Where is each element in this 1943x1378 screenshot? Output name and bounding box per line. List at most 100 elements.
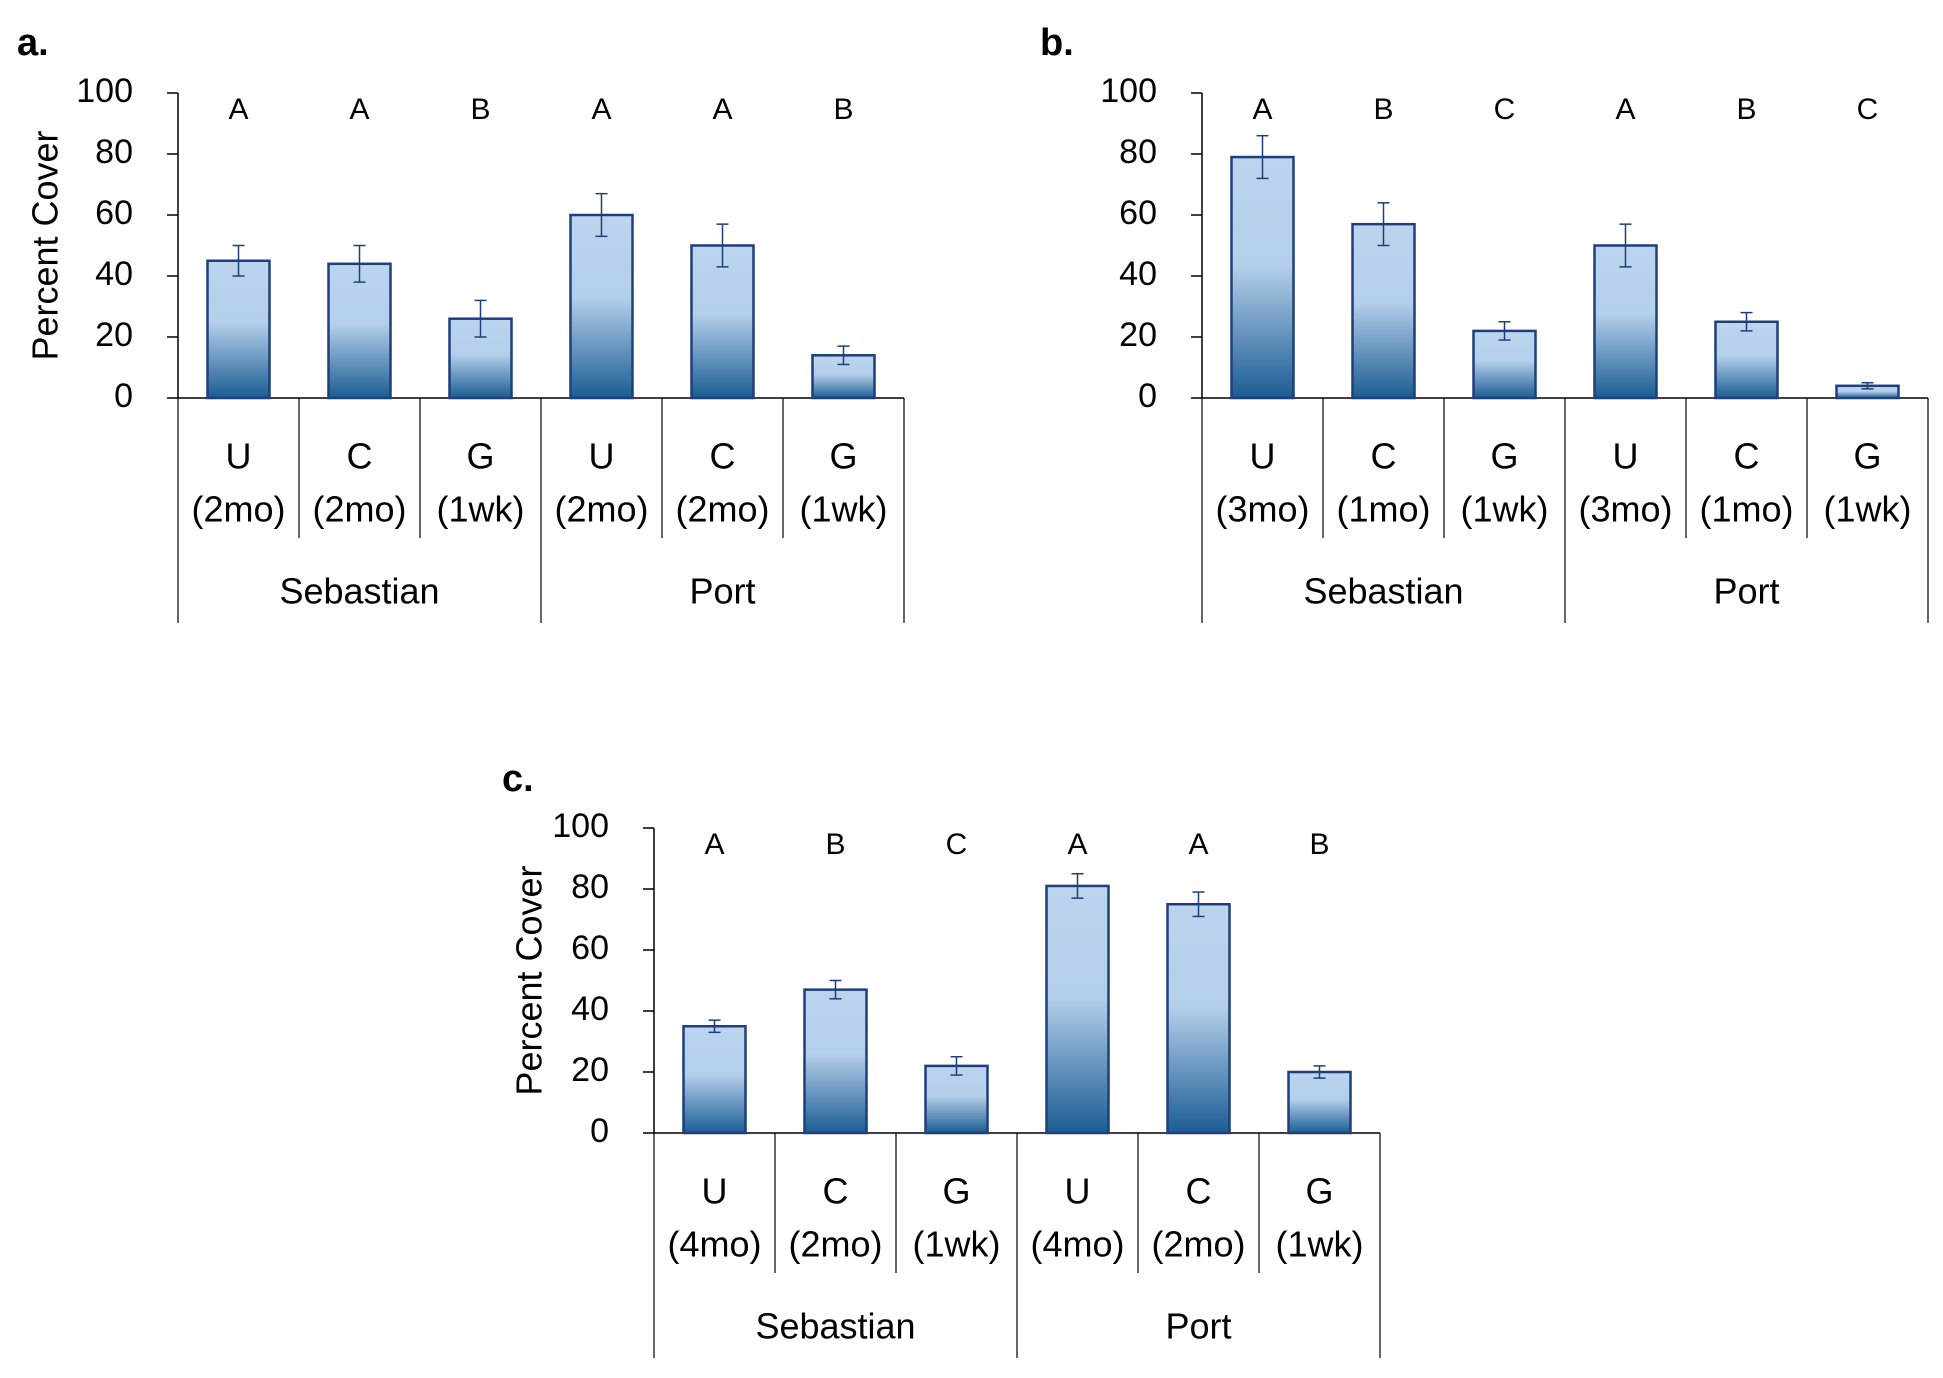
category-duration-label: (1wk)	[1276, 1224, 1364, 1265]
y-tick-label: 20	[1119, 316, 1157, 354]
y-tick-label: 80	[95, 133, 133, 171]
significance-letter: C	[946, 828, 968, 861]
bar	[924, 1064, 989, 1135]
y-tick-label: 60	[571, 929, 609, 967]
y-tick-label: 100	[552, 807, 609, 845]
y-tick-label: 100	[76, 72, 133, 110]
y-tick-label: 20	[95, 316, 133, 354]
category-duration-label: (2mo)	[554, 489, 648, 530]
category-treatment-label: U	[226, 436, 252, 477]
bar	[1287, 1070, 1352, 1135]
category-treatment-label: G	[466, 436, 494, 477]
category-treatment-label: C	[823, 1171, 849, 1212]
group-label: Port	[1165, 1306, 1231, 1347]
category-treatment-label: U	[702, 1171, 728, 1212]
category-treatment-label: C	[1734, 436, 1760, 477]
y-tick-label: 60	[1119, 194, 1157, 232]
category-duration-label: (2mo)	[191, 489, 285, 530]
bar	[682, 1025, 747, 1135]
bar	[327, 262, 392, 400]
significance-letter: A	[591, 93, 611, 126]
category-treatment-label: U	[1613, 436, 1639, 477]
chart-panel-c: c. Percent Cover 0 20 40 60 80 100 A U (4mo) B C (2mo…	[502, 758, 1381, 1358]
bar	[1230, 155, 1295, 400]
y-tick-label: 60	[95, 194, 133, 232]
category-duration-label: (3mo)	[1215, 489, 1309, 530]
significance-letter: B	[833, 93, 853, 126]
y-tick-label: 0	[1138, 377, 1157, 415]
group-label: Sebastian	[1303, 571, 1463, 612]
group-label: Sebastian	[279, 571, 439, 612]
category-duration-label: (4mo)	[1030, 1224, 1124, 1265]
significance-letter: B	[470, 93, 490, 126]
significance-letter: A	[1067, 828, 1087, 861]
significance-letter: A	[1252, 93, 1272, 126]
category-treatment-label: G	[1853, 436, 1881, 477]
y-axis-label: Percent Cover	[25, 130, 66, 360]
bar	[803, 988, 868, 1135]
category-duration-label: (1mo)	[1336, 489, 1430, 530]
group-label: Port	[689, 571, 755, 612]
category-duration-label: (4mo)	[667, 1224, 761, 1265]
category-treatment-label: C	[1371, 436, 1397, 477]
y-tick-label: 40	[95, 255, 133, 293]
category-duration-label: (2mo)	[788, 1224, 882, 1265]
y-tick-label: 0	[114, 377, 133, 415]
category-duration-label: (2mo)	[675, 489, 769, 530]
category-duration-label: (1wk)	[1461, 489, 1549, 530]
category-duration-label: (1wk)	[1824, 489, 1912, 530]
group-label: Port	[1713, 571, 1779, 612]
significance-letter: B	[1373, 93, 1393, 126]
significance-letter: A	[712, 93, 732, 126]
category-treatment-label: U	[1065, 1171, 1091, 1212]
y-axis-label: Percent Cover	[509, 865, 550, 1095]
bar	[1045, 884, 1110, 1135]
bar	[1593, 244, 1658, 400]
y-tick-label: 100	[1100, 72, 1157, 110]
category-treatment-label: G	[1490, 436, 1518, 477]
significance-letter: A	[349, 93, 369, 126]
category-treatment-label: C	[347, 436, 373, 477]
category-duration-label: (2mo)	[312, 489, 406, 530]
category-duration-label: (1wk)	[913, 1224, 1001, 1265]
y-tick-label: 40	[1119, 255, 1157, 293]
y-tick-label: 20	[571, 1051, 609, 1089]
category-duration-label: (1wk)	[800, 489, 888, 530]
bar	[206, 259, 271, 400]
significance-letter: B	[1309, 828, 1329, 861]
category-treatment-label: G	[1305, 1171, 1333, 1212]
y-tick-label: 40	[571, 990, 609, 1028]
category-duration-label: (1mo)	[1699, 489, 1793, 530]
panel-letter: a.	[17, 22, 49, 64]
significance-letter: B	[1736, 93, 1756, 126]
significance-letter: B	[825, 828, 845, 861]
significance-letter: C	[1494, 93, 1516, 126]
panel-letter: c.	[502, 758, 534, 800]
y-tick-label: 80	[571, 868, 609, 906]
y-tick-label: 0	[590, 1112, 609, 1150]
significance-letter: A	[704, 828, 724, 861]
bar	[1166, 903, 1231, 1135]
category-treatment-label: C	[1186, 1171, 1212, 1212]
bar	[690, 244, 755, 400]
significance-letter: A	[228, 93, 248, 126]
bar	[1351, 222, 1416, 400]
chart-panel-b: b. 0 20 40 60 80 100 A U (3mo) B C (1mo) C G (1wk) A U (3m…	[1040, 22, 1929, 623]
category-treatment-label: G	[829, 436, 857, 477]
category-treatment-label: C	[710, 436, 736, 477]
significance-letter: A	[1188, 828, 1208, 861]
y-tick-label: 80	[1119, 133, 1157, 171]
category-treatment-label: G	[942, 1171, 970, 1212]
category-duration-label: (3mo)	[1578, 489, 1672, 530]
category-treatment-label: U	[589, 436, 615, 477]
significance-letter: C	[1857, 93, 1879, 126]
bar	[1714, 320, 1779, 400]
panel-letter: b.	[1040, 22, 1074, 64]
significance-letter: A	[1615, 93, 1635, 126]
chart-panel-a: a. Percent Cover 0 20 40 60 80 100 A U (2mo) A C (2mo…	[17, 22, 905, 623]
bar	[1472, 329, 1537, 400]
group-label: Sebastian	[755, 1306, 915, 1347]
bar	[569, 213, 634, 400]
category-duration-label: (2mo)	[1151, 1224, 1245, 1265]
